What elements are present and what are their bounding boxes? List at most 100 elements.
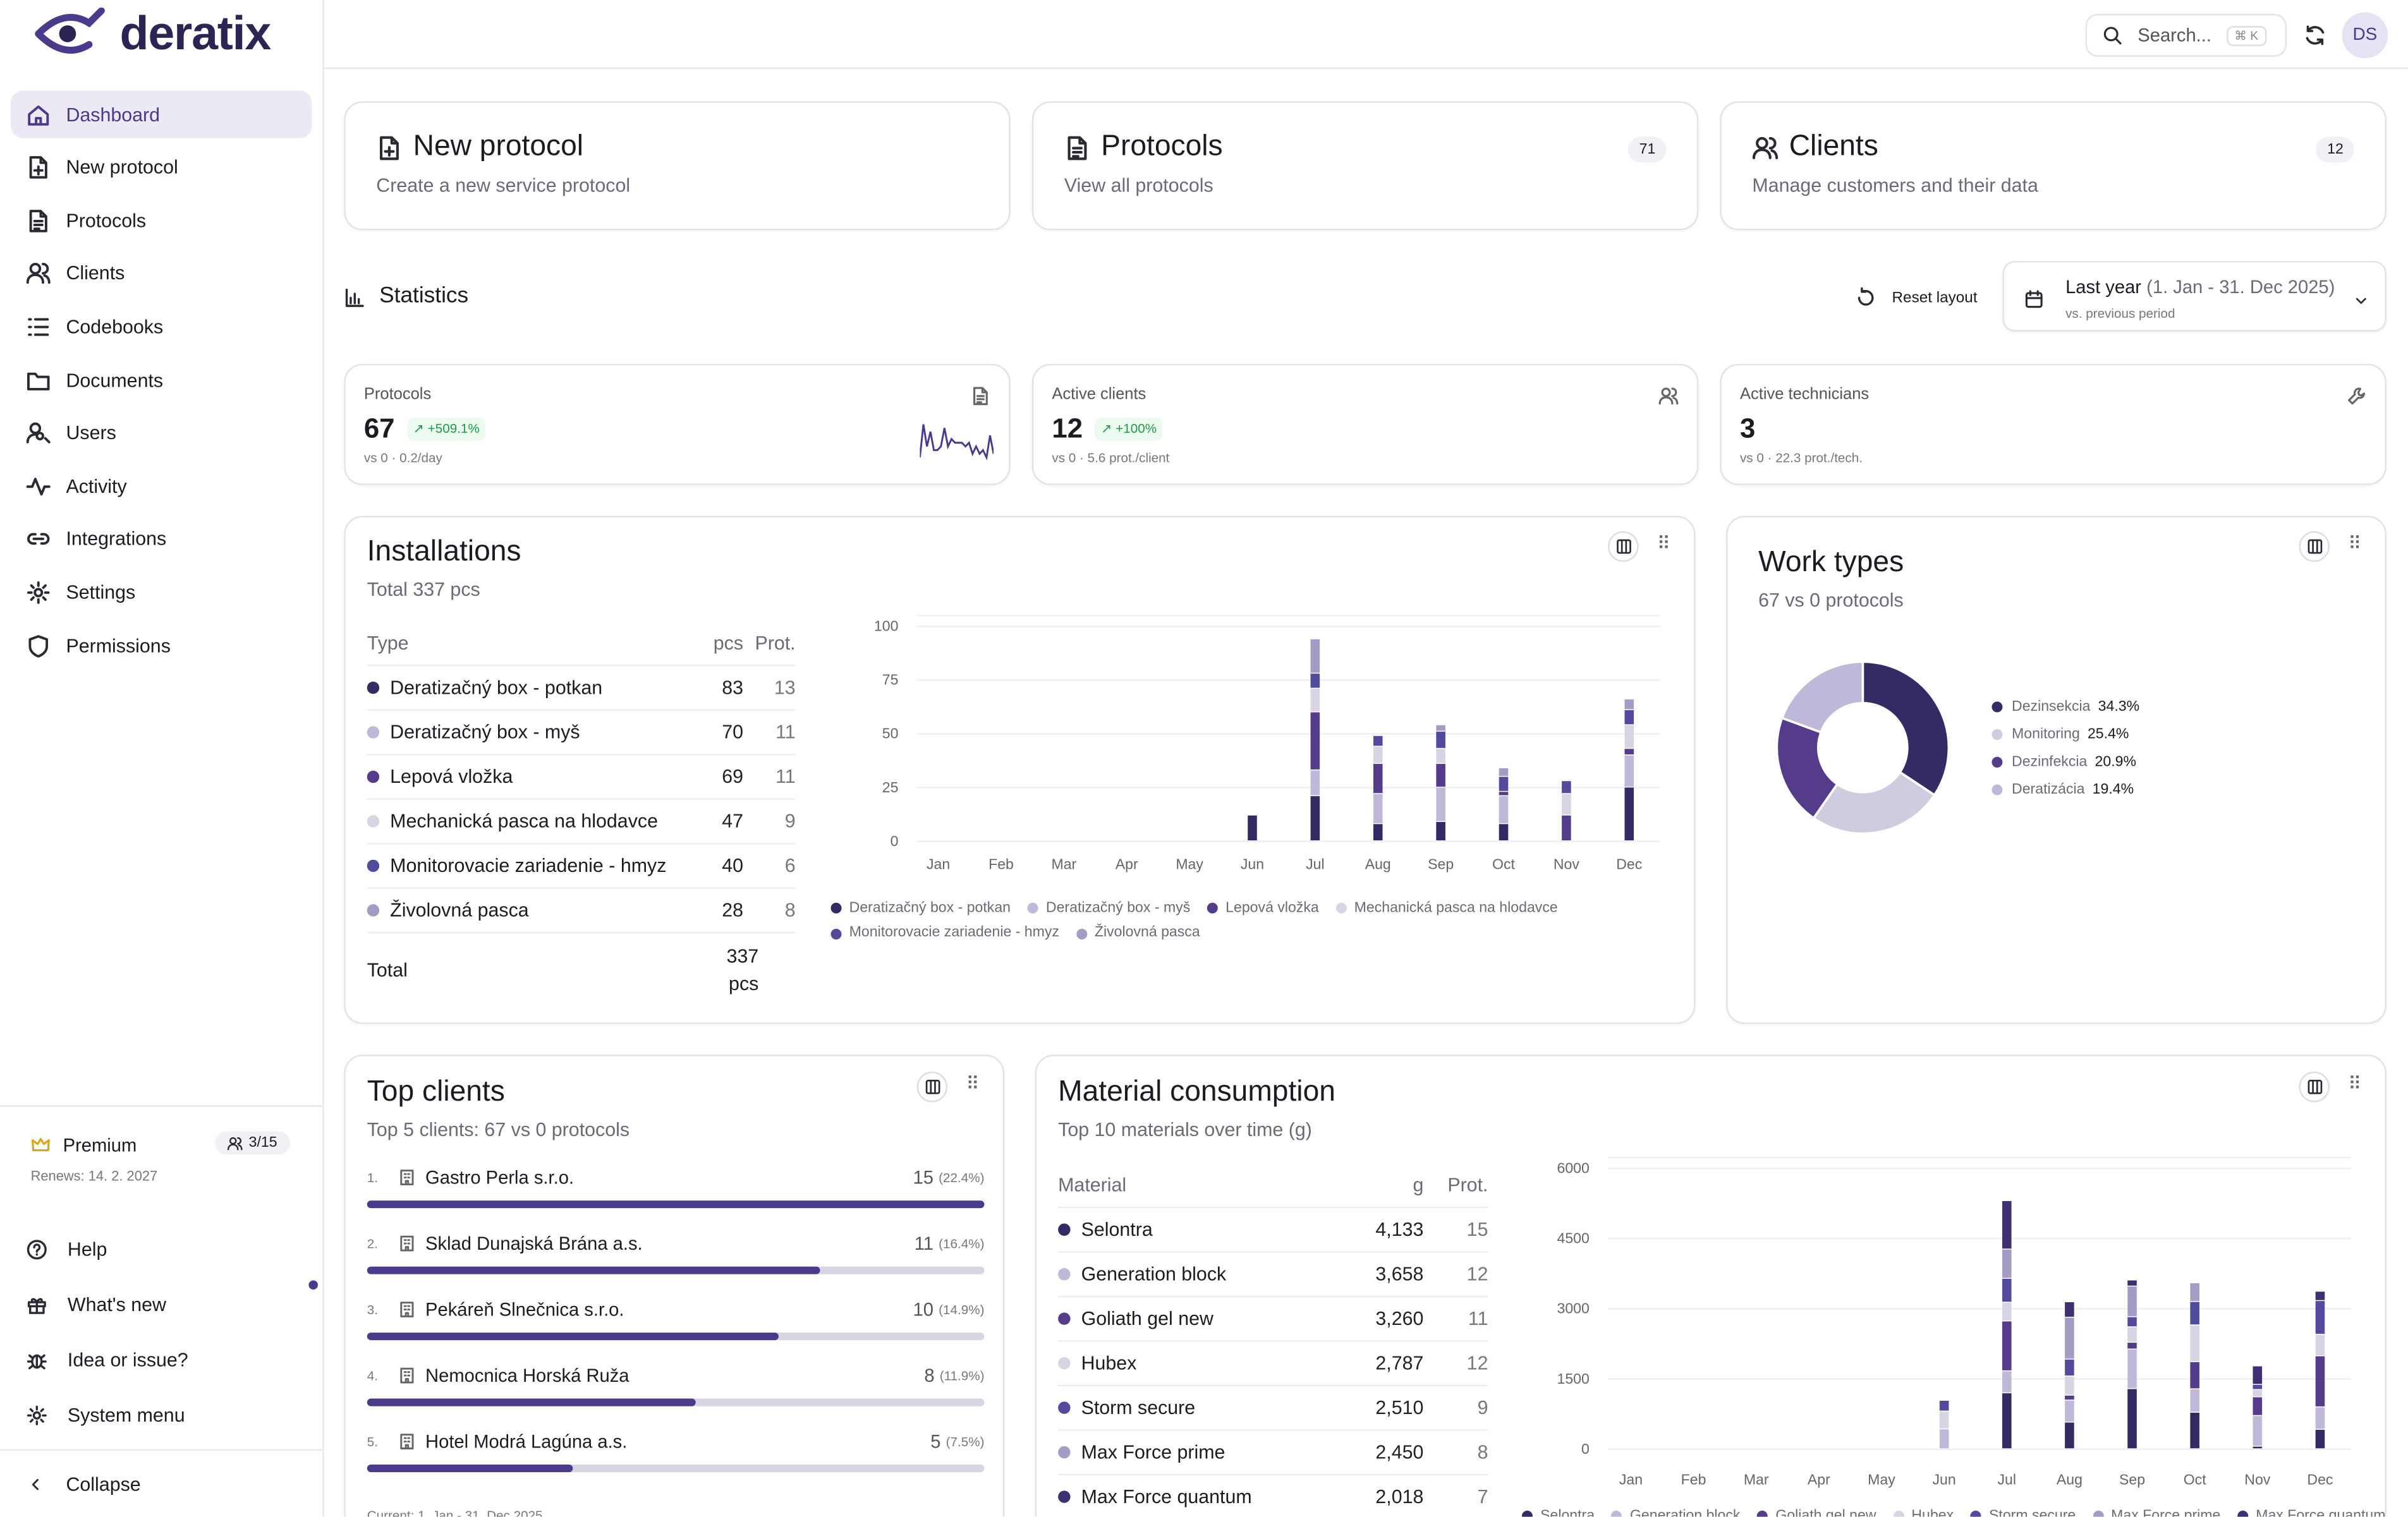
client-item[interactable]: 4. Nemocnica Horská Ruža 8 (11.9%)	[367, 1362, 985, 1427]
legend-item[interactable]: Deratizačný box - myš	[1027, 896, 1191, 921]
table-row: Selontra 4,133 15	[1058, 1208, 1488, 1253]
bar-segment	[1310, 689, 1320, 711]
columns-icon	[2307, 539, 2322, 554]
client-item[interactable]: 5. Hotel Modrá Lagúna a.s. 5 (7.5%)	[367, 1428, 985, 1494]
sidebar-item-users[interactable]: Users	[11, 409, 312, 457]
client-progress-track	[367, 1200, 985, 1209]
client-progress-fill	[367, 1398, 696, 1406]
sidebar-item-dashboard[interactable]: Dashboard	[11, 90, 312, 138]
x-tick-label: Mar	[1051, 855, 1076, 872]
collapse-button[interactable]: Collapse	[11, 1460, 312, 1508]
legend-dot	[1058, 1223, 1071, 1236]
premium-plan[interactable]: Premium	[31, 1133, 137, 1157]
legend-item[interactable]: Živolovná pasca	[1076, 921, 1200, 946]
prot-cell: 11	[775, 766, 796, 788]
x-tick-label: Mar	[1744, 1472, 1769, 1488]
sidebar-item-clients[interactable]: Clients	[11, 250, 312, 298]
bar-segment	[2065, 1422, 2074, 1449]
table-row: Lepová vložka 69 11	[367, 755, 796, 800]
x-tick-label: May	[1868, 1472, 1895, 1488]
kpi-change: +100%	[1116, 420, 1157, 437]
legend-item[interactable]: Selontra	[1521, 1508, 1595, 1517]
bar-segment	[1310, 712, 1320, 770]
total-label: Total	[367, 959, 408, 981]
legend-label: Deratizačný box - myš	[1045, 898, 1191, 916]
quick-card-new-protocol[interactable]: New protocol Create a new service protoc…	[344, 101, 1011, 231]
drag-handle-icon[interactable]: ⠿	[1657, 533, 1671, 555]
calendar-icon	[2025, 290, 2043, 308]
logo[interactable]: deratix	[33, 6, 271, 61]
legend-item[interactable]: Storm secure	[1970, 1508, 2076, 1517]
client-item[interactable]: 1. Gastro Perla s.r.o. 15 (22.4%)	[367, 1164, 985, 1230]
client-count: 10	[913, 1298, 934, 1321]
columns-toggle-button[interactable]	[1608, 531, 1639, 562]
refresh-icon[interactable]	[2304, 23, 2326, 47]
legend-item[interactable]: Monitorovacie zariadenie - hmyz	[830, 921, 1059, 946]
sidebar-item-label: Help	[67, 1238, 107, 1260]
bar-segment	[1436, 749, 1445, 763]
legend-item[interactable]: Deratizačný box - potkan	[830, 896, 1011, 921]
client-item[interactable]: 2. Sklad Dunajská Brána a.s. 11 (16.4%)	[367, 1230, 985, 1295]
sidebar-item-settings[interactable]: Settings	[11, 569, 312, 616]
prot-cell: 11	[1468, 1308, 1488, 1330]
type-cell: Monitorovacie zariadenie - hmyz	[390, 855, 667, 877]
drag-handle-icon[interactable]: ⠿	[2348, 533, 2362, 555]
building-icon	[400, 1367, 414, 1384]
columns-toggle-button[interactable]	[916, 1072, 948, 1103]
sidebar-item-documents[interactable]: Documents	[11, 356, 312, 404]
search-shortcut: ⌘ K	[2227, 25, 2266, 45]
legend-item[interactable]: Lepová vložka	[1207, 896, 1319, 921]
period-selector[interactable]: Last year (1. Jan - 31. Dec 2025) vs. pr…	[2002, 261, 2387, 332]
legend-dot	[367, 904, 380, 917]
legend-dot	[1058, 1357, 1071, 1370]
legend-item[interactable]: Hubex	[1893, 1508, 1954, 1517]
legend-label: Goliath gel new	[1775, 1508, 1876, 1517]
quick-card-protocols[interactable]: Protocols View all protocols 71	[1031, 101, 1699, 231]
sidebar-item-protocols[interactable]: Protocols	[11, 196, 312, 244]
sidebar-item-permissions[interactable]: Permissions	[11, 622, 312, 669]
quick-card-clients[interactable]: Clients Manage customers and their data …	[1720, 101, 2387, 231]
client-progress-track	[367, 1333, 985, 1341]
column-header-prot: Prot.	[1447, 1174, 1488, 1196]
bar-segment	[2127, 1349, 2137, 1389]
bar-segment	[2315, 1356, 2325, 1406]
legend-value: 19.4%	[2092, 780, 2134, 798]
search-input[interactable]: Search... ⌘ K	[2085, 13, 2287, 57]
bar-segment	[1562, 815, 1571, 841]
quick-card-title: Protocols	[1101, 130, 1223, 163]
sidebar-bottom-idea-or-issue-[interactable]: Idea or issue?	[11, 1336, 312, 1384]
legend-item[interactable]: Dezinsekcia 34.3%	[1991, 692, 2139, 720]
legend-item[interactable]: Max Force quantum	[2237, 1508, 2386, 1517]
legend-item[interactable]: Mechanická pasca na hlodavce	[1335, 896, 1558, 921]
legend-label: Hubex	[1911, 1508, 1954, 1517]
legend-item[interactable]: Max Force prime	[2093, 1508, 2220, 1517]
material-cell: Generation block	[1081, 1263, 1227, 1285]
sidebar-item-activity[interactable]: Activity	[11, 462, 312, 510]
kpi-change-badge: ↗ +509.1%	[406, 417, 486, 441]
reset-layout-button[interactable]: Reset layout	[1855, 286, 1978, 310]
sidebar-item-integrations[interactable]: Integrations	[11, 516, 312, 563]
sidebar-item-codebooks[interactable]: Codebooks	[11, 303, 312, 351]
legend-item[interactable]: Generation block	[1611, 1508, 1740, 1517]
avatar[interactable]: DS	[2342, 12, 2388, 59]
bar-segment	[2065, 1359, 2074, 1376]
sidebar-item-new-protocol[interactable]: New protocol	[11, 143, 312, 191]
sidebar-bottom-help[interactable]: Help	[11, 1225, 312, 1272]
legend-item[interactable]: Dezinfekcia 20.9%	[1991, 747, 2139, 775]
legend-item[interactable]: Monitoring 25.4%	[1991, 720, 2139, 748]
sidebar-bottom-system-menu[interactable]: System menu	[11, 1392, 312, 1439]
legend-item[interactable]: Deratizácia 19.4%	[1991, 775, 2139, 803]
sidebar-bottom-what-s-new[interactable]: What's new	[11, 1281, 312, 1328]
columns-toggle-button[interactable]	[2299, 1072, 2330, 1103]
gear-icon	[27, 1405, 47, 1426]
client-item[interactable]: 3. Pekáreň Slnečnica s.r.o. 10 (14.9%)	[367, 1296, 985, 1362]
columns-toggle-button[interactable]	[2299, 531, 2330, 562]
donut-slice	[1775, 716, 1839, 820]
legend-item[interactable]: Goliath gel new	[1757, 1508, 1876, 1517]
drag-handle-icon[interactable]: ⠿	[2348, 1073, 2362, 1095]
pcs-cell: 47	[722, 810, 744, 832]
bar-segment	[2190, 1302, 2199, 1325]
prot-cell: 15	[1466, 1219, 1488, 1241]
client-percent: (16.4%)	[939, 1235, 985, 1252]
drag-handle-icon[interactable]: ⠿	[966, 1073, 980, 1095]
